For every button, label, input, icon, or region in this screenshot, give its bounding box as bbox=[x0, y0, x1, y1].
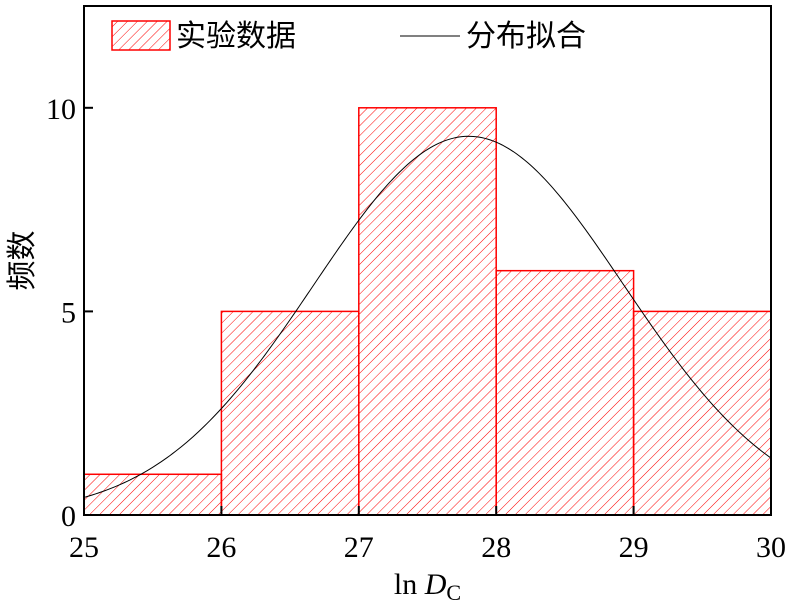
x-tick-label: 26 bbox=[206, 531, 236, 564]
histogram-bar-1 bbox=[83, 473, 223, 516]
fit-curve bbox=[83, 135, 772, 498]
curve-layer bbox=[83, 135, 772, 498]
x-tick-label: 29 bbox=[619, 531, 649, 564]
x-axis-label: ln DC bbox=[394, 568, 461, 605]
y-axis-label: 频数 bbox=[6, 231, 39, 291]
x-tick-label: 25 bbox=[69, 531, 99, 564]
x-axis-label-sub: C bbox=[446, 580, 461, 605]
histogram-bar-2 bbox=[220, 310, 360, 516]
y-tick-label: 0 bbox=[61, 500, 76, 533]
plot-frame bbox=[83, 5, 772, 516]
y-tick-label: 10 bbox=[46, 93, 76, 126]
histogram-bar-3 bbox=[358, 107, 497, 516]
legend-line-label: 分布拟合 bbox=[466, 20, 586, 53]
x-tick-label: 27 bbox=[344, 531, 374, 564]
x-tick-label: 28 bbox=[481, 531, 511, 564]
legend-bar-label: 实验数据 bbox=[176, 20, 296, 53]
histogram-bar-5 bbox=[632, 310, 772, 516]
ticks-layer: 25 26 27 28 29 30 0 5 10 bbox=[46, 93, 786, 564]
x-axis-label-main: ln bbox=[394, 568, 425, 601]
legend-bar-swatch bbox=[111, 20, 171, 51]
legend: 实验数据 分布拟合 bbox=[111, 20, 586, 53]
histogram-bar-4 bbox=[495, 269, 635, 516]
x-axis-label-var: D bbox=[424, 568, 447, 601]
x-tick-label: 30 bbox=[756, 531, 786, 564]
y-tick-label: 5 bbox=[61, 296, 76, 329]
bars-layer bbox=[83, 107, 772, 516]
